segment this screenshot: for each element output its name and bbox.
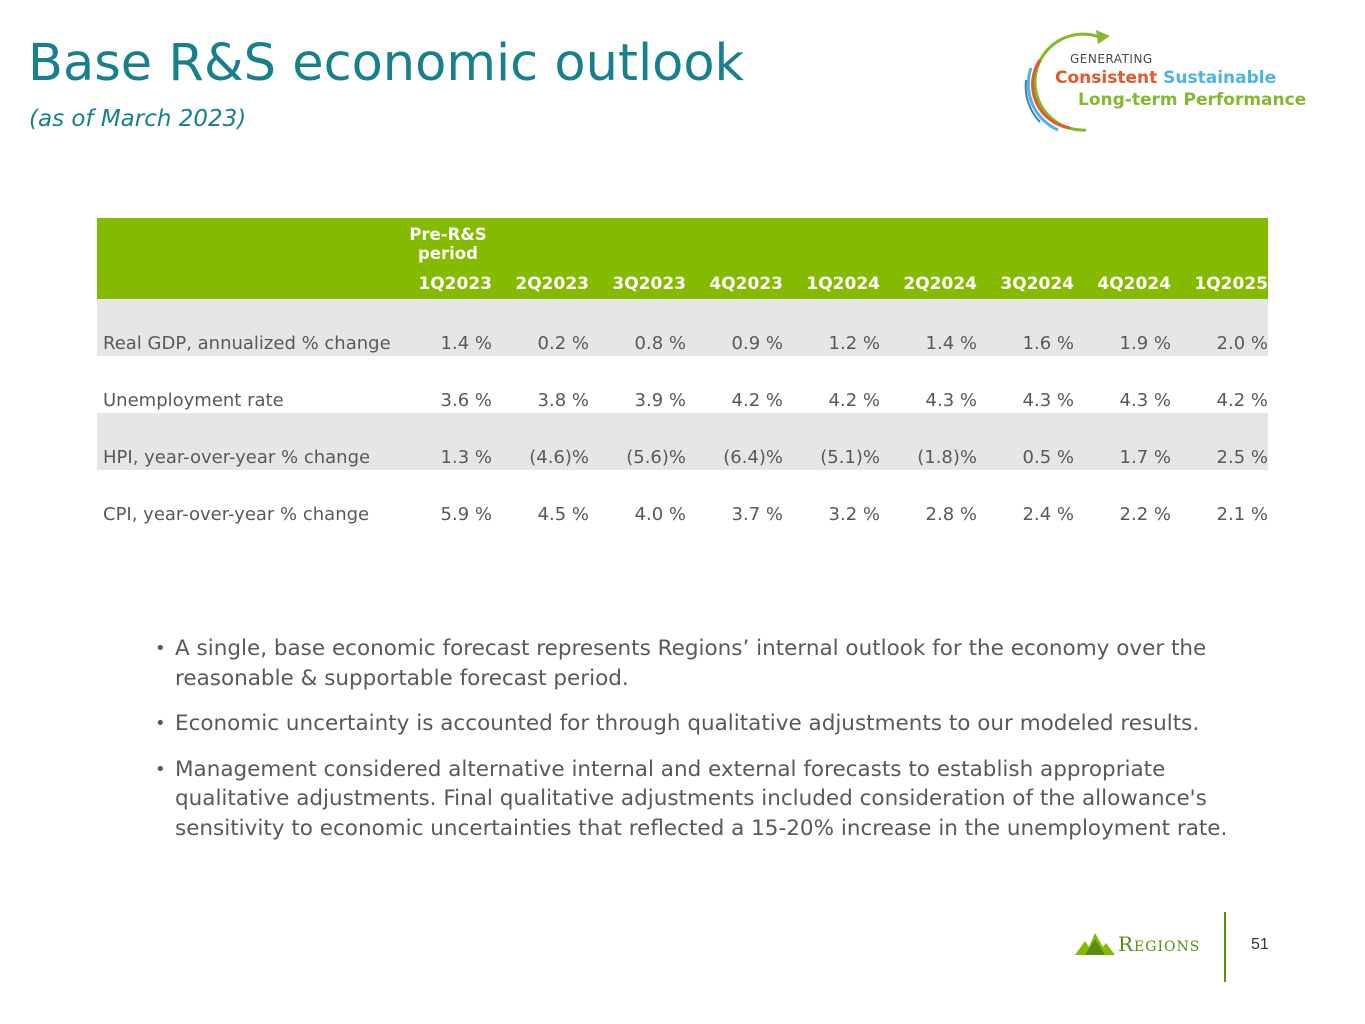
list-item: • A single, base economic forecast repre… <box>155 634 1265 693</box>
table-cell: (1.8)% <box>917 447 977 468</box>
header-period: 4Q2024 <box>1097 274 1171 294</box>
generating-performance-logo: GENERATING Consistent Sustainable Long-t… <box>1018 24 1318 136</box>
table-cell: (6.4)% <box>723 447 783 468</box>
bullet-list: • A single, base economic forecast repre… <box>155 634 1265 859</box>
logo-arcs-icon <box>1024 30 1110 132</box>
table-cell: 2.4 % <box>1022 504 1074 525</box>
table-cell: 1.4 % <box>440 333 492 354</box>
economic-outlook-table: Pre-R&S period 1Q2023 2Q2023 3Q2023 4Q20… <box>97 218 1268 527</box>
table-cell: 1.6 % <box>1022 333 1074 354</box>
table-cell: 1.3 % <box>440 447 492 468</box>
table-cell: 4.2 % <box>1216 390 1268 411</box>
table-cell: 0.5 % <box>1022 447 1074 468</box>
header-period: 2Q2024 <box>903 274 977 294</box>
table-row: CPI, year-over-year % change 5.9 % 4.5 %… <box>97 470 1268 527</box>
footer-divider <box>1224 912 1226 982</box>
table-cell: 4.2 % <box>828 390 880 411</box>
header-period: 1Q2025 <box>1194 274 1268 294</box>
table-row: Real GDP, annualized % change 1.4 % 0.2 … <box>97 299 1268 356</box>
table-cell: 4.2 % <box>731 390 783 411</box>
table-cell: 4.0 % <box>634 504 686 525</box>
bullet-dot-icon: • <box>155 758 166 780</box>
table-cell: 0.8 % <box>634 333 686 354</box>
bullet-dot-icon: • <box>155 638 166 659</box>
header-period: 3Q2024 <box>1000 274 1074 294</box>
logo-sustainable-text: Sustainable <box>1163 68 1277 88</box>
regions-triangle-icon <box>1075 933 1115 955</box>
bullet-text: Economic uncertainty is accounted for th… <box>175 711 1200 736</box>
table-cell: (4.6)% <box>529 447 589 468</box>
regions-brand-text: Regions <box>1118 932 1201 956</box>
bullet-dot-icon: • <box>155 713 166 734</box>
header-row: 1Q2023 2Q2023 3Q2023 4Q2023 1Q2024 2Q202… <box>97 274 1268 298</box>
pre-rs-period-label: Pre-R&S period <box>409 225 487 263</box>
header-label-spacer <box>97 274 395 298</box>
header-period: 1Q2023 <box>418 274 492 294</box>
bullet-text: A single, base economic forecast represe… <box>175 636 1207 691</box>
table-cell: 2.5 % <box>1216 447 1268 468</box>
table-cell: 0.9 % <box>731 333 783 354</box>
header-period: 3Q2023 <box>612 274 686 294</box>
page-number: 51 <box>1251 936 1269 953</box>
regions-logo: Regions <box>1075 927 1221 961</box>
table-cell: 1.4 % <box>925 333 977 354</box>
list-item: • Economic uncertainty is accounted for … <box>155 709 1265 739</box>
row-label: HPI, year-over-year % change <box>103 447 371 468</box>
row-label: Real GDP, annualized % change <box>103 333 391 354</box>
header-period: 2Q2023 <box>515 274 589 294</box>
row-label: CPI, year-over-year % change <box>103 504 370 525</box>
page-title: Base R&S economic outlook <box>28 34 745 93</box>
table-cell: 2.1 % <box>1216 504 1268 525</box>
table-cell: 3.7 % <box>731 504 783 525</box>
regions-wordmark: Regions <box>1118 932 1200 956</box>
table-cell: 4.3 % <box>925 390 977 411</box>
table-cell: 1.2 % <box>828 333 880 354</box>
table-cell: 4.5 % <box>537 504 589 525</box>
logo-longterm-text: Long-term Performance <box>1078 90 1307 110</box>
table-cell: 2.8 % <box>925 504 977 525</box>
page-subtitle: (as of March 2023) <box>29 106 247 132</box>
table-cell: 3.2 % <box>828 504 880 525</box>
table-cell: (5.1)% <box>820 447 880 468</box>
header-period: 4Q2023 <box>709 274 783 294</box>
table-cell: 2.0 % <box>1216 333 1268 354</box>
logo-consistent-text: Consistent <box>1055 68 1158 88</box>
header-period: 1Q2024 <box>806 274 880 294</box>
row-label: Unemployment rate <box>103 390 284 411</box>
table-header: Pre-R&S period 1Q2023 2Q2023 3Q2023 4Q20… <box>97 218 1268 299</box>
table-cell: 3.8 % <box>537 390 589 411</box>
table-cell: 2.2 % <box>1119 504 1171 525</box>
bullet-text: Management considered alternative intern… <box>175 756 1228 841</box>
table-row: Unemployment rate 3.6 % 3.8 % 3.9 % 4.2 … <box>97 356 1268 413</box>
table-cell: 3.6 % <box>440 390 492 411</box>
logo-line2: Consistent Sustainable <box>1055 68 1276 88</box>
table-cell: 5.9 % <box>440 504 492 525</box>
table-cell: 3.9 % <box>634 390 686 411</box>
table-cell: 0.2 % <box>537 333 589 354</box>
table-cell: 4.3 % <box>1022 390 1074 411</box>
table-cell: 4.3 % <box>1119 390 1171 411</box>
logo-generating-text: GENERATING <box>1070 52 1153 66</box>
table-cell: 1.7 % <box>1119 447 1171 468</box>
table-cell: (5.6)% <box>626 447 686 468</box>
list-item: • Management considered alternative inte… <box>155 755 1265 844</box>
table-cell: 1.9 % <box>1119 333 1171 354</box>
table-row: HPI, year-over-year % change 1.3 % (4.6)… <box>97 413 1268 470</box>
